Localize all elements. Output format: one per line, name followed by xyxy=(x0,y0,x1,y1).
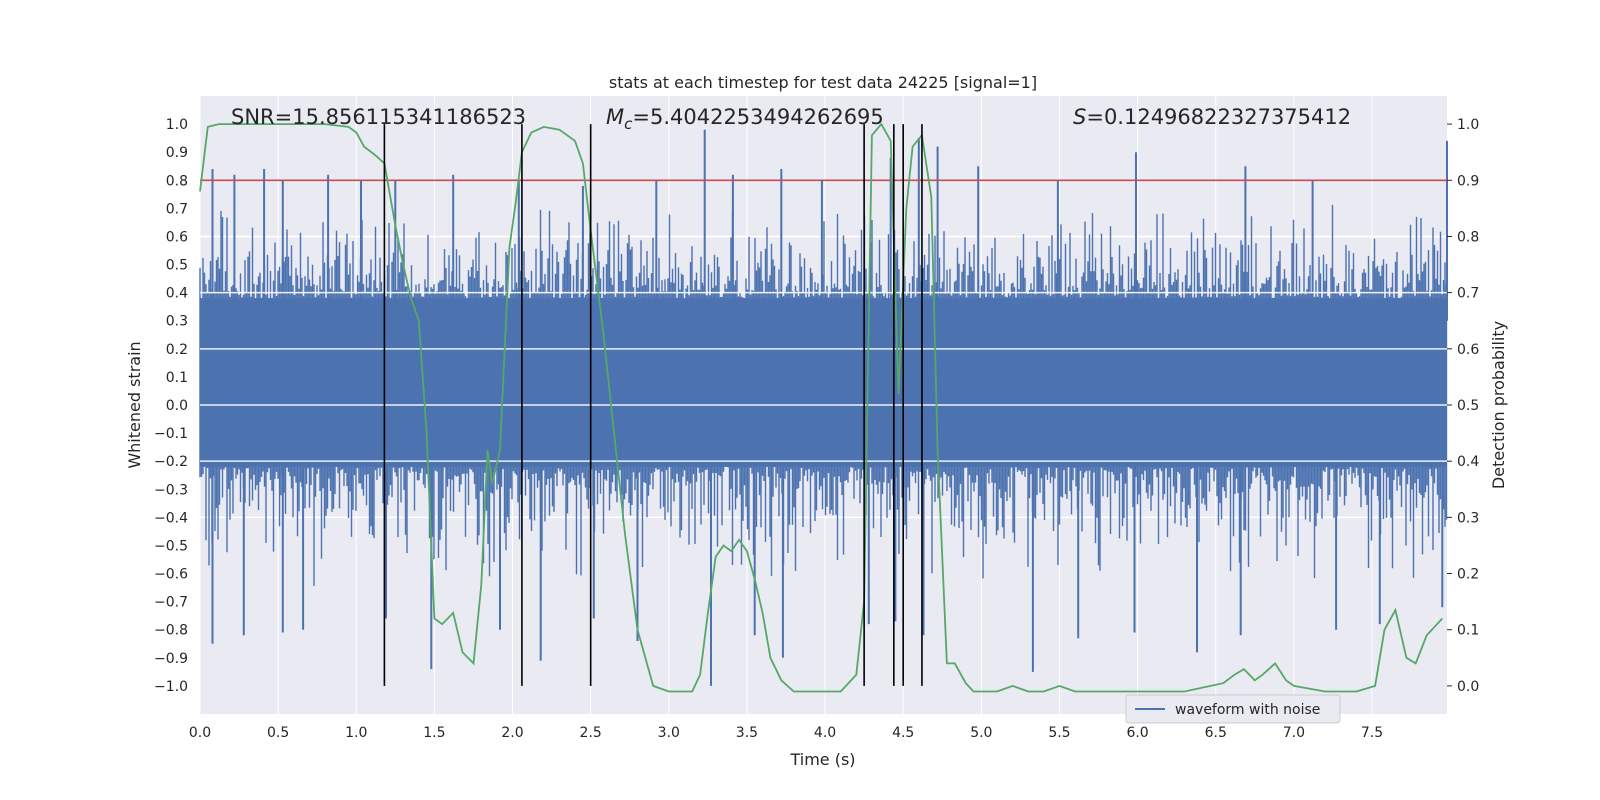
y-tick-label: −0.2 xyxy=(154,454,188,470)
y-tick-label: 0.5 xyxy=(166,258,188,274)
chirp-mass-value: =5.4042253494262695 xyxy=(632,105,883,129)
y2-tick-label: 0.2 xyxy=(1457,567,1479,583)
y-tick-label: 0.4 xyxy=(166,286,188,302)
y-tick-label: 0.2 xyxy=(166,342,188,358)
x-tick-label: 7.5 xyxy=(1361,725,1383,741)
y-tick-label: 0.1 xyxy=(166,370,188,386)
y-axis-label: Whitened strain xyxy=(125,341,144,468)
y-tick-label: −0.5 xyxy=(154,538,188,554)
y-tick-label: 0.8 xyxy=(166,173,188,189)
waveform-series xyxy=(199,129,1448,686)
x-tick-label: 1.0 xyxy=(345,725,367,741)
x-tick-label: 2.0 xyxy=(501,725,523,741)
y-tick-label: 0.3 xyxy=(166,314,188,330)
x-tick-label: 5.5 xyxy=(1048,725,1070,741)
y-tick-label: 0.7 xyxy=(166,201,188,217)
x-tick-label: 7.0 xyxy=(1283,725,1305,741)
y2-tick-label: 0.1 xyxy=(1457,623,1479,639)
chirp-mass-subscript: c xyxy=(624,115,633,133)
s-symbol: S xyxy=(1073,105,1086,129)
y-tick-label: −0.7 xyxy=(154,595,188,611)
s-annotation: S=0.12496822327375412 xyxy=(1073,105,1351,129)
probability-line xyxy=(199,122,1443,693)
x-tick-label: 4.5 xyxy=(892,725,914,741)
y-tick-label: 0.6 xyxy=(166,229,188,245)
chart-title: stats at each timestep for test data 242… xyxy=(609,73,1037,92)
y2-tick-label: 0.3 xyxy=(1457,510,1479,526)
x-tick-label: 2.5 xyxy=(580,725,602,741)
x-tick-label: 3.5 xyxy=(736,725,758,741)
x-tick-label: 6.5 xyxy=(1205,725,1227,741)
chirp-mass-symbol: M xyxy=(606,105,624,129)
y-tick-label: −0.3 xyxy=(154,482,188,498)
x-tick-label: 0.5 xyxy=(267,725,289,741)
s-value: =0.12496822327375412 xyxy=(1086,105,1351,129)
x-tick-label: 4.0 xyxy=(814,725,836,741)
chirp-mass-annotation: Mc=5.4042253494262695 xyxy=(606,105,884,133)
x-tick-label: 0.0 xyxy=(189,725,211,741)
waveform-noise xyxy=(199,204,1448,586)
y2-tick-label: 0.8 xyxy=(1457,229,1479,245)
y2-axis-ticks: 1.0 0.9 0.8 0.7 0.6 0.5 0.4 0.3 0.2 0.1 0.0 xyxy=(1447,117,1479,695)
x-tick-label: 3.0 xyxy=(658,725,680,741)
waveform-extremes xyxy=(211,129,1448,686)
y-tick-label: −1.0 xyxy=(154,679,188,695)
y-tick-label: 0.0 xyxy=(166,398,188,414)
snr-annotation: SNR=15.856115341186523 xyxy=(231,105,526,129)
y-tick-label: −0.9 xyxy=(154,651,188,667)
probability-series xyxy=(199,122,1443,693)
y2-tick-label: 1.0 xyxy=(1457,117,1479,133)
y-tick-label: 0.9 xyxy=(166,145,188,161)
x-tick-label: 6.0 xyxy=(1126,725,1148,741)
y-tick-label: −0.4 xyxy=(154,510,188,526)
x-axis-ticks: 0.0 0.5 1.0 1.5 2.0 2.5 3.0 3.5 4.0 4.5 5.0 5.5 6.0 6… xyxy=(189,725,1383,741)
x-tick-label: 5.0 xyxy=(970,725,992,741)
y-axis-ticks: 1.0 0.9 0.8 0.7 0.6 0.5 0.4 0.3 0.2 0.1 0.0 −0.1 −0.… xyxy=(154,117,188,695)
y2-tick-label: 0.0 xyxy=(1457,679,1479,695)
y2-tick-label: 0.5 xyxy=(1457,398,1479,414)
y-tick-label: −0.1 xyxy=(154,426,188,442)
y2-tick-label: 0.6 xyxy=(1457,342,1479,358)
y2-axis-label: Detection probability xyxy=(1489,321,1508,489)
x-axis-label: Time (s) xyxy=(789,750,855,769)
legend: waveform with noise xyxy=(1125,694,1341,724)
legend-label: waveform with noise xyxy=(1175,702,1320,718)
y2-tick-label: 0.9 xyxy=(1457,173,1479,189)
legend-box xyxy=(1125,694,1341,724)
vertical-markers xyxy=(383,124,923,686)
y2-tick-label: 0.4 xyxy=(1457,454,1479,470)
y2-tick-label: 0.7 xyxy=(1457,286,1479,302)
y-tick-label: −0.8 xyxy=(154,623,188,639)
x-tick-label: 1.5 xyxy=(423,725,445,741)
y-tick-label: 1.0 xyxy=(166,117,188,133)
y-tick-label: −0.6 xyxy=(154,567,188,583)
